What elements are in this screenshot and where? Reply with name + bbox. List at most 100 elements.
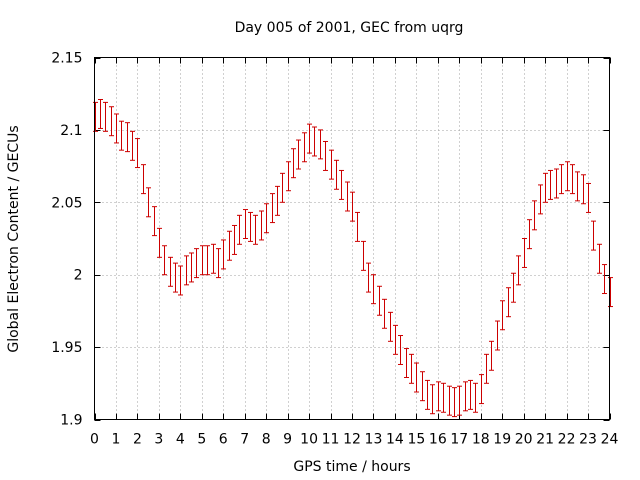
data-point [221, 239, 226, 270]
data-point [334, 159, 339, 190]
data-point [586, 182, 591, 213]
data-point [291, 148, 296, 179]
data-point [211, 243, 216, 274]
data-point [114, 113, 119, 144]
y-tick-label: 1.9 [60, 413, 82, 429]
data-point [248, 211, 253, 242]
data-point [543, 172, 548, 203]
x-tick-label: 8 [262, 432, 271, 448]
x-tick-label: 14 [386, 432, 404, 448]
x-tick-label: 2 [133, 432, 142, 448]
data-point [420, 371, 425, 402]
chart-title: Day 005 of 2001, GEC from uqrg [235, 20, 464, 36]
x-tick-label: 19 [493, 432, 511, 448]
data-point [473, 382, 478, 413]
data-point [264, 203, 269, 234]
data-point [468, 379, 473, 410]
data-point [371, 274, 376, 305]
axis-ticks [94, 57, 611, 421]
data-point [307, 123, 312, 154]
data-point [194, 248, 199, 279]
y-tick-label: 2 [74, 268, 83, 284]
data-point [361, 240, 366, 271]
grid-lines [94, 57, 610, 420]
data-point [457, 385, 462, 416]
x-tick-label: 3 [154, 432, 163, 448]
data-point [425, 379, 430, 410]
data-point [511, 272, 516, 303]
data-point [538, 184, 543, 215]
data-point [200, 245, 205, 276]
x-tick-label: 20 [515, 432, 533, 448]
data-point [479, 374, 484, 405]
data-point [608, 277, 613, 308]
data-point [168, 256, 173, 287]
data-point [548, 169, 553, 200]
data-point [345, 181, 350, 212]
data-point [216, 248, 221, 279]
data-point [237, 214, 242, 245]
data-point [597, 243, 602, 274]
x-tick-label: 22 [558, 432, 576, 448]
y-tick-label: 2.05 [51, 195, 82, 211]
data-point [152, 206, 157, 237]
x-tick-label: 16 [429, 432, 447, 448]
x-tick-label: 13 [365, 432, 383, 448]
data-point [404, 348, 409, 379]
data-point [565, 161, 570, 192]
data-point [495, 320, 500, 351]
data-point [463, 381, 468, 412]
data-point [602, 264, 607, 295]
data-point [286, 161, 291, 192]
data-point [366, 262, 371, 293]
data-point [280, 172, 285, 203]
data-point [575, 171, 580, 202]
data-point [591, 220, 596, 251]
data-point [119, 120, 124, 151]
x-tick-label: 15 [407, 432, 425, 448]
x-tick-label: 17 [450, 432, 468, 448]
data-point [178, 265, 183, 296]
data-point [184, 255, 189, 286]
data-point [312, 126, 317, 157]
x-tick-label: 12 [343, 432, 361, 448]
data-point [318, 129, 323, 160]
data-point [259, 210, 264, 241]
data-point [93, 101, 98, 132]
data-point [559, 164, 564, 195]
data-point [388, 311, 393, 342]
plot-frame [94, 57, 610, 420]
data-point [430, 384, 435, 415]
data-point [109, 106, 114, 137]
x-tick-label: 23 [579, 432, 597, 448]
data-point [141, 164, 146, 195]
x-tick-label: 4 [176, 432, 185, 448]
data-point [135, 138, 140, 169]
x-tick-label: 18 [472, 432, 490, 448]
data-point [447, 385, 452, 416]
data-point [436, 381, 441, 412]
data-point [484, 353, 489, 384]
data-point [275, 185, 280, 216]
data-point [232, 224, 237, 255]
x-tick-label: 7 [240, 432, 249, 448]
x-tick-label: 1 [111, 432, 120, 448]
data-point [243, 209, 248, 239]
x-tick-label: 10 [300, 432, 318, 448]
y-tick-label: 1.95 [51, 340, 82, 356]
data-point [146, 187, 151, 218]
data-point [103, 101, 108, 132]
data-point [205, 245, 210, 276]
data-point [570, 164, 575, 195]
data-point [157, 227, 162, 258]
x-tick-label: 11 [322, 432, 340, 448]
data-point [173, 262, 178, 293]
x-tick-label: 9 [283, 432, 292, 448]
x-tick-label: 5 [197, 432, 206, 448]
data-point [489, 340, 494, 371]
data-point [409, 353, 414, 384]
data-point [355, 211, 360, 242]
data-point [323, 140, 328, 171]
tick-labels: 0 1 2 3 4 5 6 7 8 9 10 11 12 13 14 15 16 17 18 19 20 21 22 23 24… [51, 51, 618, 448]
